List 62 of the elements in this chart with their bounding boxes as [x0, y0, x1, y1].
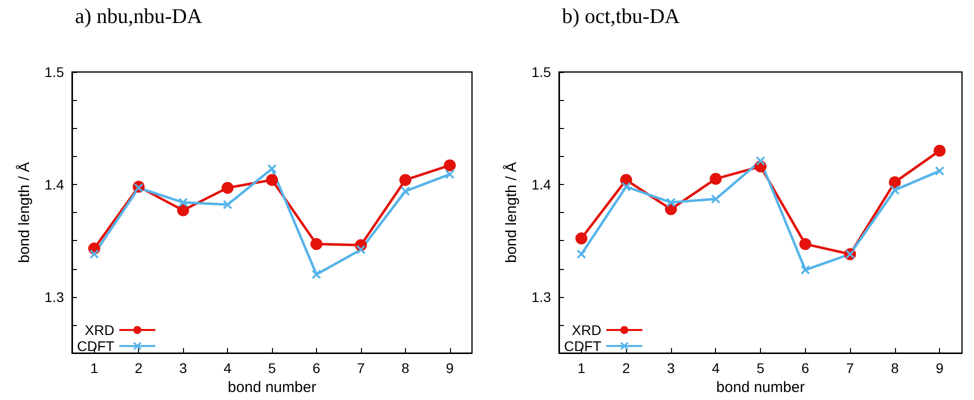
- x-tick-label: 4: [224, 360, 232, 376]
- point: [888, 176, 901, 188]
- point: [799, 238, 812, 250]
- x-axis-title: bond number: [228, 379, 316, 396]
- x-axis-title: bond number: [716, 379, 805, 396]
- x-tick-label: 8: [401, 360, 410, 376]
- point: [399, 174, 412, 186]
- legend-label: CDFT: [564, 338, 602, 354]
- y-tick-label: 1.4: [532, 176, 552, 192]
- point: [800, 265, 810, 274]
- x-tick-label: 5: [756, 360, 765, 376]
- point: [711, 194, 720, 204]
- point: [177, 204, 190, 216]
- x-tick-label: 7: [356, 360, 365, 376]
- legend-label: XRD: [572, 322, 602, 338]
- x-tick-label: 6: [312, 360, 321, 376]
- point: [223, 200, 232, 210]
- x-tick-label: 9: [446, 360, 454, 376]
- point: [90, 250, 99, 259]
- point: [444, 159, 456, 172]
- legend-label: XRD: [84, 322, 114, 338]
- chart-title: b) oct,tbu-DA: [562, 4, 680, 29]
- point: [222, 182, 234, 194]
- y-tick-label: 1.5: [44, 64, 64, 80]
- x-tick-label: 5: [268, 360, 276, 376]
- point: [268, 164, 276, 174]
- point: [622, 182, 631, 192]
- x-tick-label: 1: [90, 360, 98, 376]
- point: [934, 144, 946, 157]
- point: [178, 198, 188, 207]
- point: [666, 198, 676, 207]
- point: [356, 245, 366, 254]
- y-tick-label: 1.3: [44, 288, 64, 305]
- x-tick-label: 1: [577, 360, 586, 376]
- point: [575, 232, 588, 244]
- x-tick-label: 4: [712, 360, 720, 376]
- point: [890, 186, 900, 195]
- y-tick-label: 1.5: [532, 64, 552, 80]
- y-tick-label: 1.4: [44, 176, 64, 192]
- x-tick-label: 2: [134, 360, 143, 376]
- x-tick-label: 6: [801, 360, 810, 376]
- point: [312, 270, 321, 279]
- point: [935, 166, 944, 176]
- y-tick-label: 1.3: [532, 288, 552, 305]
- y-axis-title: bond length / Å: [15, 162, 33, 264]
- x-tick-label: 8: [890, 360, 899, 376]
- y-axis-title: bond length / Å: [502, 162, 520, 264]
- point: [710, 172, 722, 185]
- point: [400, 186, 410, 196]
- point: [576, 250, 586, 259]
- x-tick-label: 2: [622, 360, 630, 376]
- point: [310, 238, 322, 250]
- point: [445, 170, 454, 179]
- x-tick-label: 3: [179, 360, 188, 376]
- point: [266, 174, 278, 186]
- chart-title: a) nbu,nbu-DA: [75, 4, 202, 29]
- x-tick-label: 7: [846, 360, 854, 376]
- legend-label: CDFT: [76, 338, 115, 354]
- x-tick-label: 9: [936, 360, 944, 376]
- point: [134, 183, 144, 192]
- point: [756, 156, 765, 166]
- x-tick-label: 3: [667, 360, 676, 376]
